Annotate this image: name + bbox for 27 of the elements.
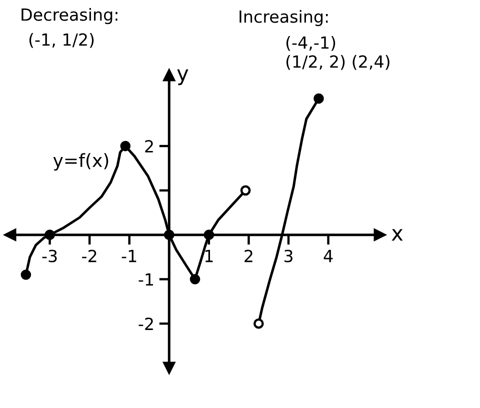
x-axis-title: x [392,229,403,241]
point [164,230,174,240]
point [20,270,32,280]
text: Decreasing: [22,8,118,24]
y-tick-label: 2 [145,140,153,152]
point [190,274,200,284]
point [204,230,214,240]
series-label: y=f(x) [53,153,108,171]
x-tick-label: -2 [82,250,96,262]
point [120,140,131,152]
y-tick-label: -1 [138,273,154,286]
point [314,93,324,104]
text: (1/2, 2) (2,4) [286,55,390,70]
point [253,318,264,329]
point [240,185,251,196]
x-tick-label: 4 [324,250,333,262]
text: (-4,-1) [286,36,336,51]
x-tick-label: 3 [284,250,292,262]
x-tick-label: -1 [122,250,136,262]
text: (-1, 1/2) [29,33,94,48]
x-tick-label: 2 [244,250,252,262]
x-tick-label: -3 [42,250,57,262]
y-tick-label: -2 [138,318,153,330]
x-tick-label: 1 [205,250,213,262]
point [44,230,55,240]
y-axis-title: y [177,69,188,86]
text: Increasing: [240,10,328,26]
